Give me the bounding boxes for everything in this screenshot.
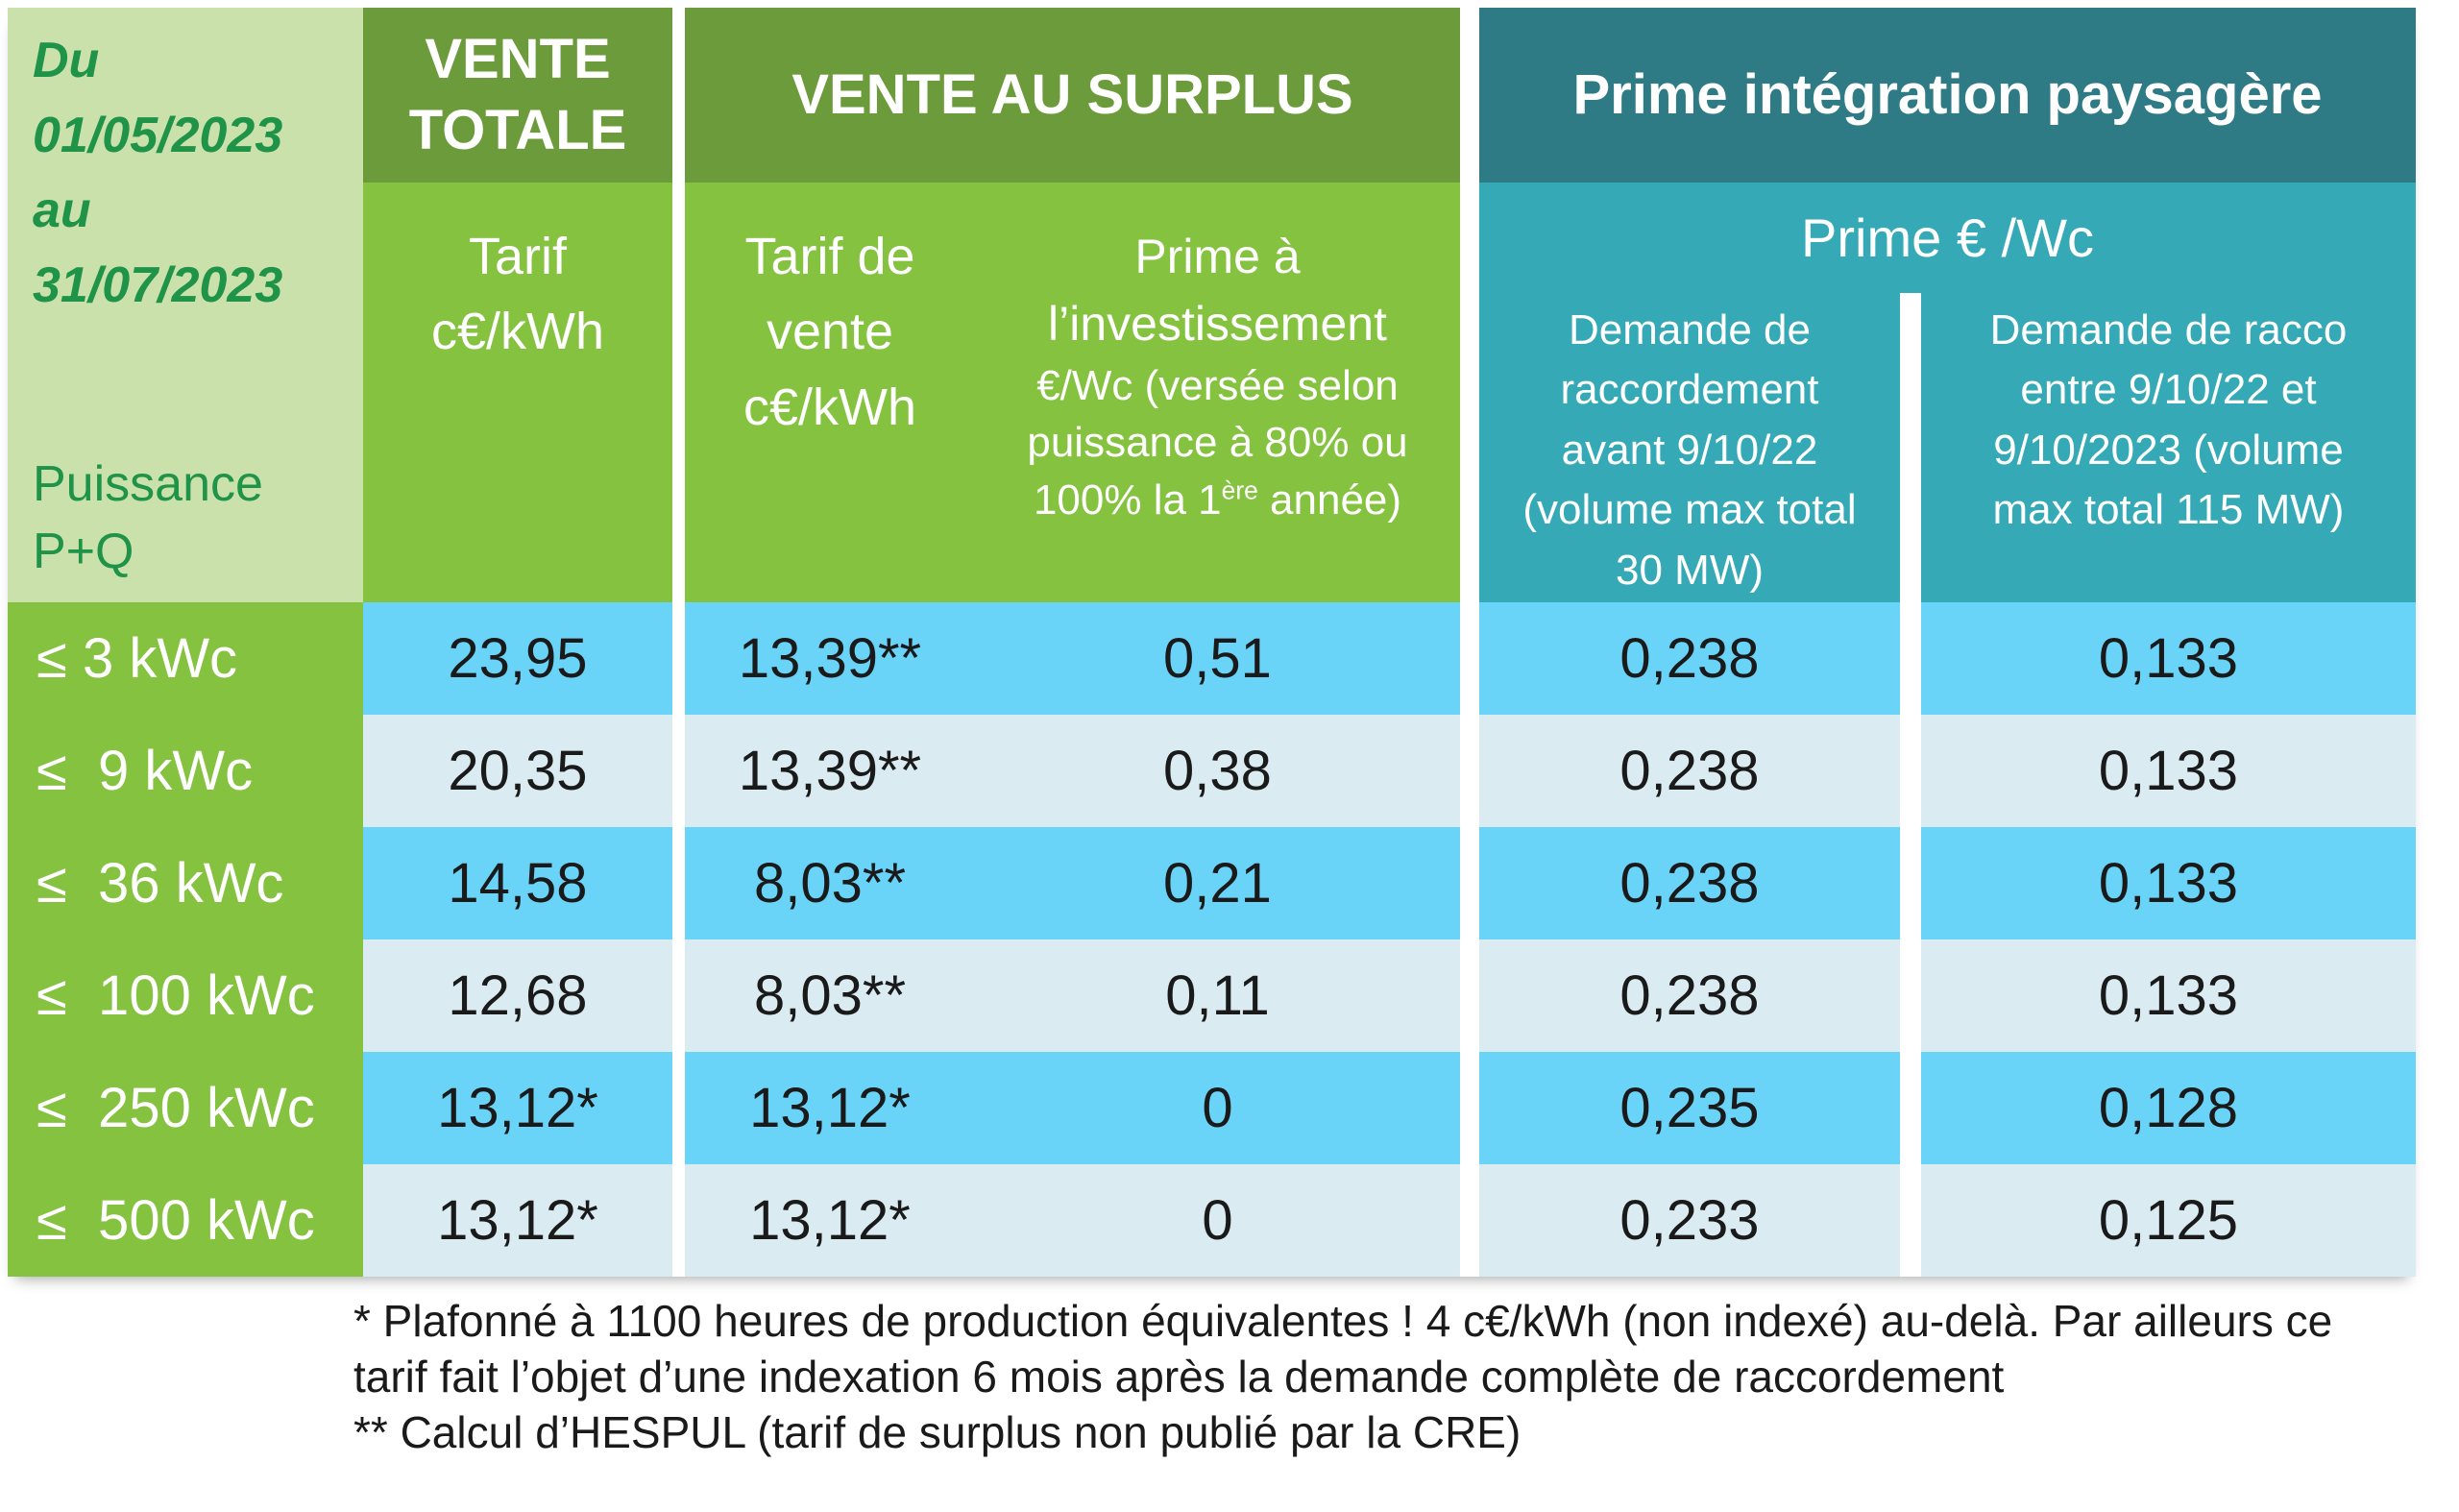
cell-prime-invest: 0 xyxy=(1202,1189,1233,1252)
cell-prime-avant: 0,238 xyxy=(1479,827,1900,939)
cell-vente-totale: 13,12* xyxy=(363,1164,672,1277)
cell-vente-totale: 13,12* xyxy=(363,1052,672,1164)
surplus-tarif-line: Tarif de xyxy=(744,228,915,285)
prime-invest-detail-line: 100% la 1ère année) xyxy=(975,472,1460,528)
demande-entre-subheader: Demande de racco entre 9/10/22 et 9/10/2… xyxy=(1921,293,2416,602)
period-power-header-cell: Du 01/05/2023 au 31/07/2023 Puissance P+… xyxy=(8,8,363,602)
vente-surplus-subheader: Tarif de vente c€/kWh Prime à l’investis… xyxy=(685,183,1460,602)
cell-prime-avant: 0,233 xyxy=(1479,1164,1900,1277)
footnote-line: tarif fait l’objet d’une indexation 6 mo… xyxy=(353,1352,2005,1402)
cell-prime-avant: 0,238 xyxy=(1479,715,1900,827)
cell-surplus-tarif: 8,03** xyxy=(753,964,907,1027)
cell-surplus: 13,12* 0 xyxy=(685,1052,1460,1164)
cell-prime-entre: 0,133 xyxy=(1921,939,2416,1052)
demande-avant-line: Demande de xyxy=(1569,306,1811,354)
row-label: ≤ 500 kWc xyxy=(8,1164,363,1277)
period-line: 31/07/2023 xyxy=(33,257,283,313)
cell-vente-totale: 14,58 xyxy=(363,827,672,939)
demande-entre-line: Demande de racco xyxy=(1989,306,2348,354)
cell-prime-invest: 0,51 xyxy=(1163,627,1272,690)
demande-avant-subheader: Demande de raccordement avant 9/10/22 (v… xyxy=(1479,293,1900,602)
detail-text: année) xyxy=(1257,476,1402,524)
demande-avant-line: avant 9/10/22 xyxy=(1561,426,1818,474)
surplus-tarif-subheader: Tarif de vente c€/kWh xyxy=(685,183,975,602)
power-header-line: Puissance xyxy=(33,455,263,512)
prime-invest-subheader: Prime à l’investissement €/Wc (versée se… xyxy=(975,183,1460,602)
cell-prime-avant: 0,235 xyxy=(1479,1052,1900,1164)
period-line: 01/05/2023 xyxy=(33,108,283,163)
row-label: ≤ 3 kWc xyxy=(8,602,363,715)
vente-totale-unit: Tarif c€/kWh xyxy=(363,183,672,370)
cell-prime-invest: 0,11 xyxy=(1165,964,1270,1027)
cell-prime-avant: 0,238 xyxy=(1479,602,1900,715)
prime-paysagere-title: Prime intégration paysagère xyxy=(1572,62,2323,126)
demande-entre-label: Demande de racco entre 9/10/22 et 9/10/2… xyxy=(1921,293,2416,541)
cell-surplus: 8,03** 0,21 xyxy=(685,827,1460,939)
surplus-tarif-line: c€/kWh xyxy=(743,378,917,436)
row-label: ≤ 100 kWc xyxy=(8,939,363,1052)
footnotes: * Plafonné à 1100 heures de production é… xyxy=(353,1293,2438,1460)
cell-surplus-tarif: 13,39** xyxy=(738,627,922,690)
prime-wc-label: Prime € /Wc xyxy=(1801,207,2094,268)
row-label: ≤ 9 kWc xyxy=(8,715,363,827)
row-label: ≤ 250 kWc xyxy=(8,1052,363,1164)
vente-totale-unit-line: Tarif xyxy=(468,228,567,285)
vente-totale-title: VENTE TOTALE xyxy=(408,27,627,161)
demande-entre-line: 9/10/2023 (volume xyxy=(1993,426,2344,474)
prime-invest-detail-line: puissance à 80% ou xyxy=(1027,419,1408,467)
validity-period: Du 01/05/2023 au 31/07/2023 xyxy=(33,23,363,323)
period-line: Du xyxy=(33,33,100,88)
demande-avant-line: raccordement xyxy=(1560,366,1819,414)
power-column-header: Puissance P+Q xyxy=(33,451,263,585)
cell-prime-invest: 0,21 xyxy=(1163,852,1272,915)
superscript-ere: ère xyxy=(1221,476,1258,505)
cell-prime-entre: 0,128 xyxy=(1921,1052,2416,1164)
cell-prime-entre: 0,133 xyxy=(1921,715,2416,827)
cell-prime-invest: 0 xyxy=(1202,1077,1233,1139)
prime-wc-subheader: Prime € /Wc xyxy=(1479,183,2416,293)
cell-surplus: 8,03** 0,11 xyxy=(685,939,1460,1052)
cell-prime-entre: 0,133 xyxy=(1921,827,2416,939)
cell-prime-entre: 0,133 xyxy=(1921,602,2416,715)
demande-avant-line: 30 MW) xyxy=(1616,546,1764,594)
vente-surplus-title: VENTE AU SURPLUS xyxy=(791,62,1353,126)
demande-avant-line: (volume max total xyxy=(1522,486,1857,534)
cell-surplus-tarif: 13,12* xyxy=(749,1189,911,1252)
power-header-line: P+Q xyxy=(33,523,134,579)
footnote-line: ** Calcul d’HESPUL (tarif de surplus non… xyxy=(353,1407,1522,1457)
demande-entre-line: max total 115 MW) xyxy=(1992,486,2345,534)
cell-vente-totale: 12,68 xyxy=(363,939,672,1052)
prime-invest-detail-line: €/Wc (versée selon xyxy=(1036,362,1399,409)
prime-invest-line: Prime à xyxy=(1134,230,1301,283)
cell-surplus: 13,39** 0,51 xyxy=(685,602,1460,715)
vente-totale-unit-line: c€/kWh xyxy=(430,303,605,361)
vente-totale-header: VENTE TOTALE xyxy=(363,8,672,183)
cell-surplus-tarif: 13,39** xyxy=(738,740,922,802)
cell-surplus-tarif: 8,03** xyxy=(753,852,907,915)
cell-prime-invest: 0,38 xyxy=(1163,740,1272,802)
prime-invest-line: l’investissement xyxy=(1048,297,1387,351)
prime-invest-detail: €/Wc (versée selon puissance à 80% ou 10… xyxy=(975,357,1460,528)
cell-prime-entre: 0,125 xyxy=(1921,1164,2416,1277)
prime-invest-label: Prime à l’investissement xyxy=(975,183,1460,357)
surplus-tarif-unit: Tarif de vente c€/kWh xyxy=(685,183,975,445)
row-label: ≤ 36 kWc xyxy=(8,827,363,939)
cell-surplus: 13,39** 0,38 xyxy=(685,715,1460,827)
footnote-line: * Plafonné à 1100 heures de production é… xyxy=(353,1296,2333,1346)
vente-surplus-header: VENTE AU SURPLUS xyxy=(685,8,1460,183)
period-line: au xyxy=(33,183,91,238)
cell-vente-totale: 20,35 xyxy=(363,715,672,827)
demande-entre-line: entre 9/10/22 et xyxy=(2020,366,2317,414)
demande-avant-label: Demande de raccordement avant 9/10/22 (v… xyxy=(1479,293,1900,600)
detail-text: 100% la 1 xyxy=(1033,476,1222,524)
cell-surplus: 13,12* 0 xyxy=(685,1164,1460,1277)
surplus-tarif-line: vente xyxy=(766,303,894,361)
vente-totale-subheader: Tarif c€/kWh xyxy=(363,183,672,602)
cell-prime-avant: 0,238 xyxy=(1479,939,1900,1052)
cell-vente-totale: 23,95 xyxy=(363,602,672,715)
prime-paysagere-header: Prime intégration paysagère xyxy=(1479,8,2416,183)
cell-surplus-tarif: 13,12* xyxy=(749,1077,911,1139)
